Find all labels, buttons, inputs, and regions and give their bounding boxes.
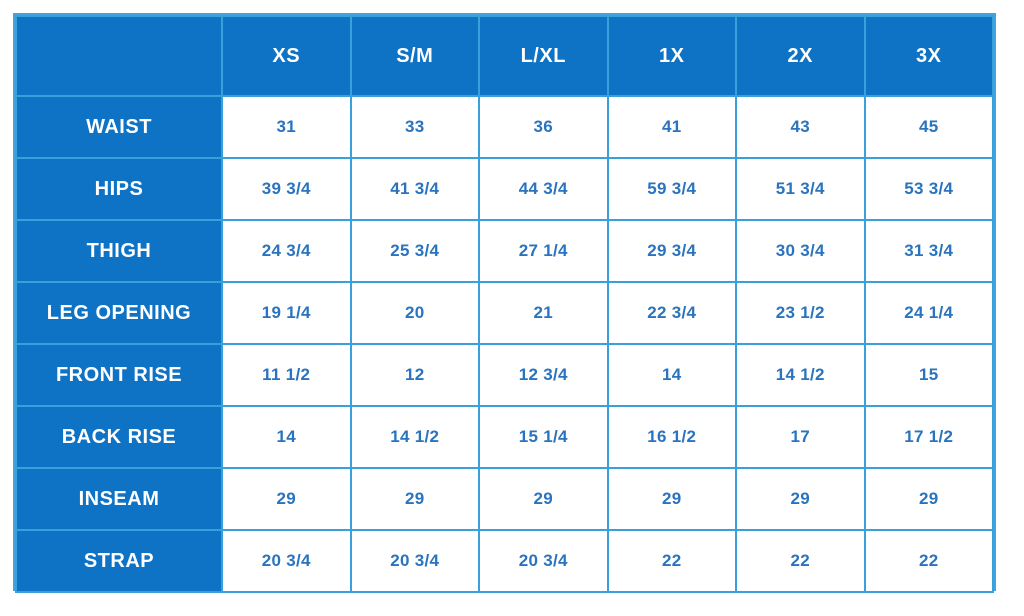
size-chart-table: XS S/M L/XL 1X 2X 3X WAIST 31 33 36 41 4… [15, 15, 994, 593]
value-cell: 41 [606, 95, 737, 159]
value-cell: 30 3/4 [735, 219, 866, 283]
row-label: HIPS [15, 157, 223, 221]
value-cell: 22 3/4 [606, 281, 737, 345]
row-label: THIGH [15, 219, 223, 283]
corner-cell [15, 15, 223, 97]
row-label: INSEAM [15, 467, 223, 531]
value-cell: 14 [221, 405, 352, 469]
header-row: XS S/M L/XL 1X 2X 3X [15, 15, 994, 97]
value-cell: 22 [863, 529, 994, 593]
value-cell: 31 3/4 [863, 219, 994, 283]
value-cell: 27 1/4 [478, 219, 609, 283]
value-cell: 24 1/4 [863, 281, 994, 345]
size-chart: XS S/M L/XL 1X 2X 3X WAIST 31 33 36 41 4… [13, 13, 996, 593]
value-cell: 20 3/4 [349, 529, 480, 593]
value-cell: 43 [735, 95, 866, 159]
row-label: BACK RISE [15, 405, 223, 469]
value-cell: 22 [606, 529, 737, 593]
value-cell: 29 [478, 467, 609, 531]
value-cell: 25 3/4 [349, 219, 480, 283]
value-cell: 20 [349, 281, 480, 345]
value-cell: 15 [863, 343, 994, 407]
value-cell: 29 [606, 467, 737, 531]
value-cell: 59 3/4 [606, 157, 737, 221]
value-cell: 12 3/4 [478, 343, 609, 407]
value-cell: 23 1/2 [735, 281, 866, 345]
value-cell: 19 1/4 [221, 281, 352, 345]
row-label: WAIST [15, 95, 223, 159]
value-cell: 33 [349, 95, 480, 159]
table-row-front-rise: FRONT RISE 11 1/2 12 12 3/4 14 14 1/2 15 [15, 343, 994, 407]
column-header-lxl: L/XL [478, 15, 609, 97]
column-header-xs: XS [221, 15, 352, 97]
table-row-leg-opening: LEG OPENING 19 1/4 20 21 22 3/4 23 1/2 2… [15, 281, 994, 345]
row-label: STRAP [15, 529, 223, 593]
row-label: LEG OPENING [15, 281, 223, 345]
value-cell: 51 3/4 [735, 157, 866, 221]
column-header-1x: 1X [606, 15, 737, 97]
value-cell: 29 [735, 467, 866, 531]
value-cell: 14 [606, 343, 737, 407]
value-cell: 17 1/2 [863, 405, 994, 469]
value-cell: 21 [478, 281, 609, 345]
table-row-waist: WAIST 31 33 36 41 43 45 [15, 95, 994, 159]
value-cell: 41 3/4 [349, 157, 480, 221]
value-cell: 14 1/2 [735, 343, 866, 407]
value-cell: 22 [735, 529, 866, 593]
value-cell: 11 1/2 [221, 343, 352, 407]
value-cell: 17 [735, 405, 866, 469]
table-row-strap: STRAP 20 3/4 20 3/4 20 3/4 22 22 22 [15, 529, 994, 593]
value-cell: 15 1/4 [478, 405, 609, 469]
value-cell: 31 [221, 95, 352, 159]
value-cell: 14 1/2 [349, 405, 480, 469]
value-cell: 53 3/4 [863, 157, 994, 221]
row-label: FRONT RISE [15, 343, 223, 407]
value-cell: 20 3/4 [478, 529, 609, 593]
value-cell: 20 3/4 [221, 529, 352, 593]
value-cell: 16 1/2 [606, 405, 737, 469]
value-cell: 36 [478, 95, 609, 159]
table-row-inseam: INSEAM 29 29 29 29 29 29 [15, 467, 994, 531]
value-cell: 29 [863, 467, 994, 531]
value-cell: 29 [349, 467, 480, 531]
value-cell: 45 [863, 95, 994, 159]
column-header-2x: 2X [735, 15, 866, 97]
table-row-hips: HIPS 39 3/4 41 3/4 44 3/4 59 3/4 51 3/4 … [15, 157, 994, 221]
column-header-3x: 3X [863, 15, 994, 97]
value-cell: 29 [221, 467, 352, 531]
value-cell: 39 3/4 [221, 157, 352, 221]
value-cell: 29 3/4 [606, 219, 737, 283]
table-row-back-rise: BACK RISE 14 14 1/2 15 1/4 16 1/2 17 17 … [15, 405, 994, 469]
value-cell: 44 3/4 [478, 157, 609, 221]
value-cell: 12 [349, 343, 480, 407]
value-cell: 24 3/4 [221, 219, 352, 283]
column-header-sm: S/M [349, 15, 480, 97]
table-row-thigh: THIGH 24 3/4 25 3/4 27 1/4 29 3/4 30 3/4… [15, 219, 994, 283]
